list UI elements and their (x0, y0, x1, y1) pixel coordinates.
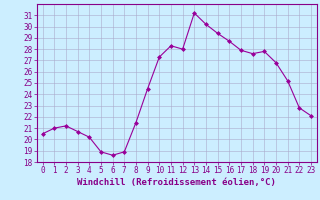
X-axis label: Windchill (Refroidissement éolien,°C): Windchill (Refroidissement éolien,°C) (77, 178, 276, 187)
